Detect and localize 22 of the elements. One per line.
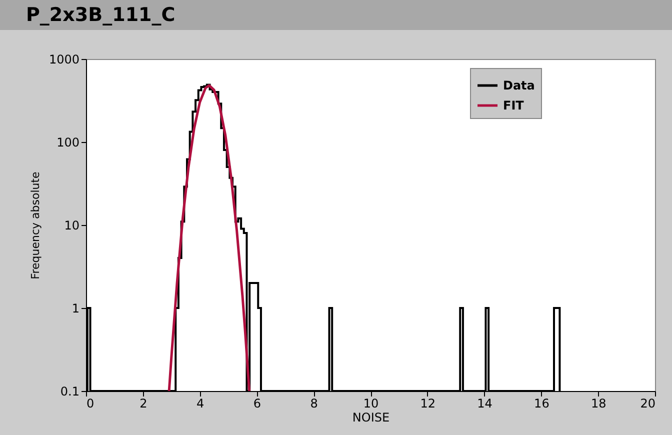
y-tick-label: 100: [56, 136, 80, 150]
x-tick-label: 10: [363, 396, 379, 410]
x-tick-label: 18: [590, 396, 606, 410]
x-tick-label: 12: [420, 396, 436, 410]
y-tick-label: 0.1: [60, 384, 80, 398]
x-tick-label: 0: [86, 396, 94, 410]
legend-label: Data: [503, 78, 535, 92]
y-tick-label: 10: [64, 218, 80, 232]
x-axis-title: NOISE: [352, 410, 390, 424]
x-tick-label: 20: [640, 396, 656, 410]
x-tick-label: 14: [477, 396, 492, 410]
x-tick-label: 4: [196, 396, 204, 410]
legend-label: FIT: [503, 98, 525, 112]
chart-title: P_2x3B_111_C: [0, 0, 672, 30]
y-tick-label: 1000: [48, 52, 80, 66]
y-axis-title: Frequency absolute: [28, 171, 42, 280]
x-tick-label: 2: [140, 396, 148, 410]
line-series: [168, 84, 251, 391]
y-tick-label: 1: [72, 302, 80, 316]
x-tick-label: 6: [253, 396, 262, 410]
x-tick-label: 16: [534, 396, 550, 410]
x-tick-label: 8: [310, 396, 318, 410]
